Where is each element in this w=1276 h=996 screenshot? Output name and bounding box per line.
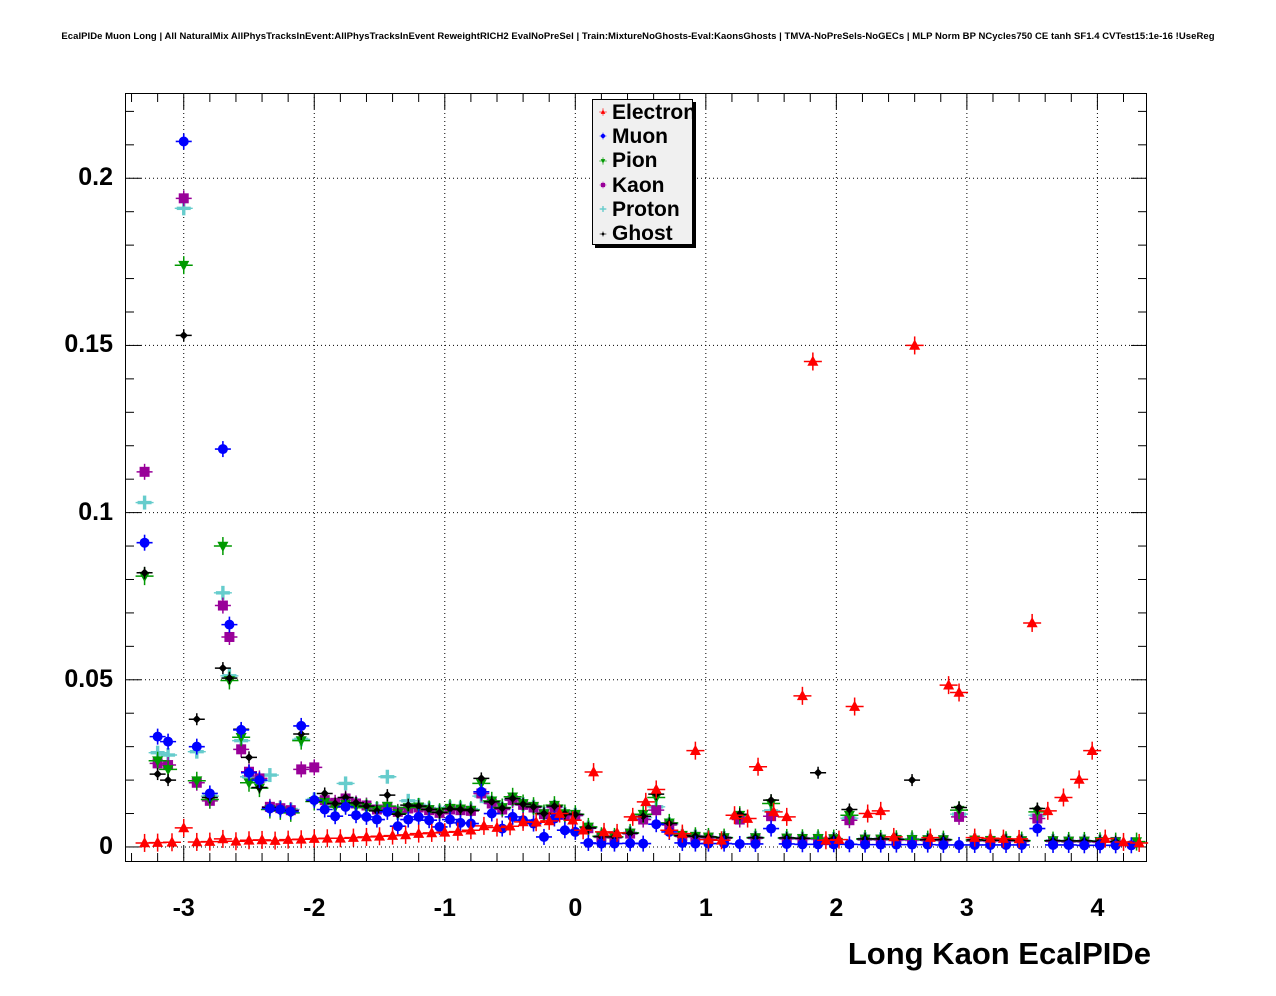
axis-ticks (125, 93, 1147, 862)
legend-item-pion[interactable]: Pion (593, 149, 692, 173)
x-tick-label: 2 (829, 894, 844, 922)
x-tick-label: -2 (303, 894, 326, 922)
circle-icon (595, 128, 611, 144)
x-tick-label: -3 (172, 894, 195, 922)
x-tick-label: 3 (959, 894, 974, 922)
triangle-up-icon (595, 104, 611, 120)
legend-label: Pion (612, 149, 658, 173)
series-kaon (136, 190, 1124, 850)
legend-item-kaon[interactable]: Kaon (593, 173, 692, 197)
legend-item-ghost[interactable]: Ghost (593, 221, 692, 245)
legend-label: Proton (612, 197, 680, 221)
legend-label: Kaon (612, 173, 665, 197)
y-tick-label: 0.2 (78, 163, 113, 192)
legend-item-proton[interactable]: Proton (593, 197, 692, 221)
series-electron (135, 336, 1149, 852)
page-title: EcalPIDe Muon Long | All NaturalMix AllP… (61, 31, 1215, 42)
x-tick-label: -1 (433, 894, 456, 922)
legend-item-electron[interactable]: Electron (593, 100, 696, 124)
diamond-icon (595, 226, 611, 242)
x-tick-label: 0 (568, 894, 583, 922)
x-tick-label: 4 (1090, 894, 1105, 922)
series-pion (135, 256, 1146, 851)
x-axis-title: Long Kaon EcalPIDe (847, 936, 1151, 971)
x-tick-label: 1 (698, 894, 713, 922)
grid-lines (125, 93, 1147, 862)
star-icon (595, 201, 611, 217)
legend-item-muon[interactable]: Muon (593, 124, 692, 148)
data-points (135, 133, 1149, 854)
square-icon (595, 177, 611, 193)
y-tick-label: 0 (99, 831, 113, 860)
legend-label: Muon (612, 124, 668, 148)
series-ghost (136, 329, 1124, 848)
series-proton (135, 201, 1110, 849)
legend: Electron Muon Pion Kaon Proton Ghost (592, 99, 696, 245)
y-tick-label: 0.05 (64, 664, 113, 693)
y-tick-label: 0.15 (64, 330, 113, 359)
legend-label: Electron (612, 100, 697, 124)
triangle-down-icon (595, 153, 611, 169)
legend-label: Ghost (612, 222, 673, 246)
y-tick-label: 0.1 (78, 497, 113, 526)
